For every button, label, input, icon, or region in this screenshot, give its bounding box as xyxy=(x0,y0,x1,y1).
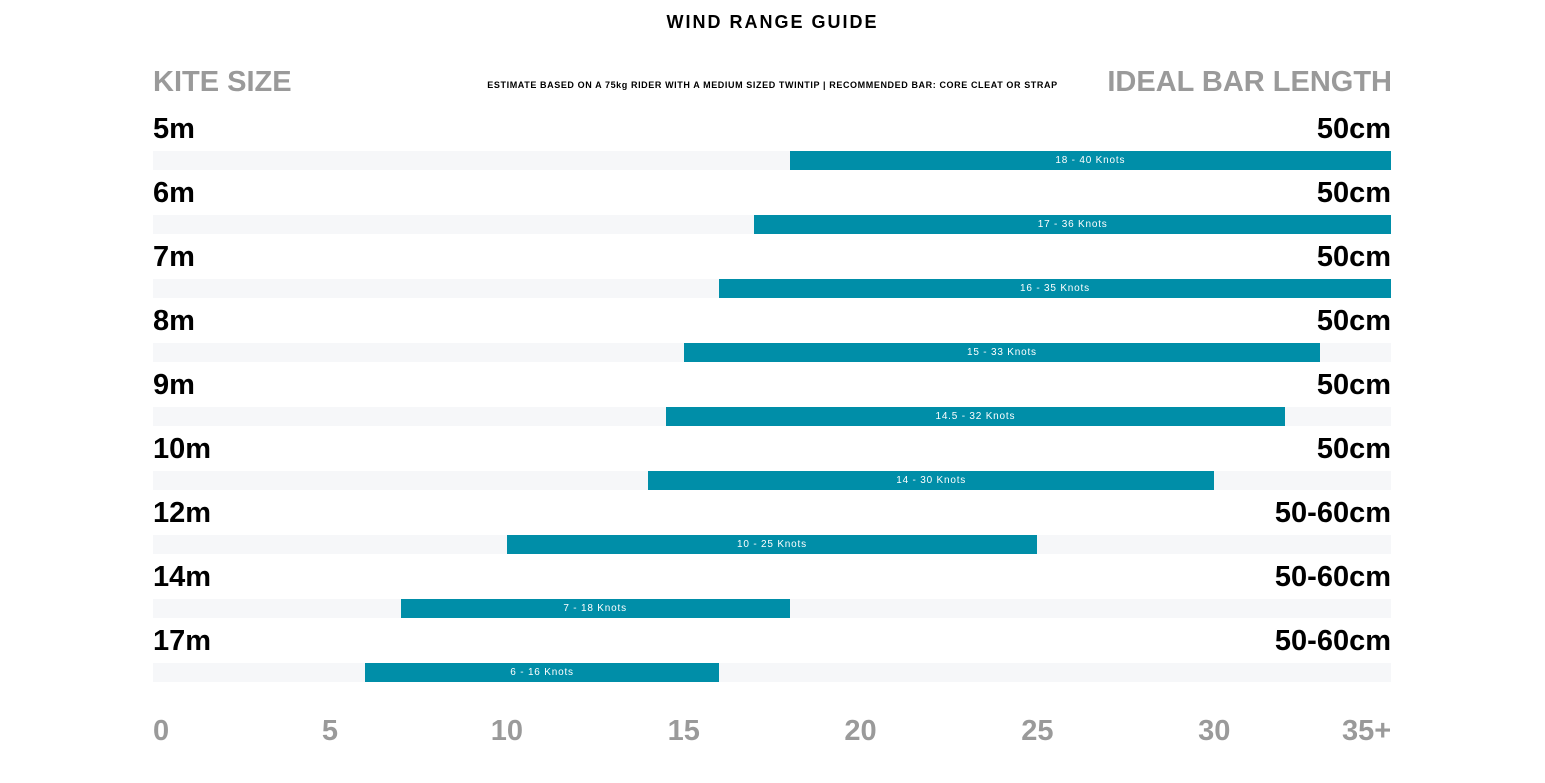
chart-title: WIND RANGE GUIDE xyxy=(666,12,879,32)
wind-range-bar: 14 - 30 Knots xyxy=(648,471,1215,490)
kite-size-header: KITE SIZE xyxy=(153,66,292,98)
x-axis: 0 5 10 15 20 25 30 35+ xyxy=(153,715,1391,755)
bar-length-label: 50-60cm xyxy=(1274,497,1391,529)
kite-size-label: 14m xyxy=(153,561,212,593)
range-track: 15 - 33 Knots xyxy=(153,343,1391,362)
bar-length-label: 50cm xyxy=(1316,177,1391,209)
wind-range-bar: 6 - 16 Knots xyxy=(365,663,719,682)
wind-range-label: 16 - 35 Knots xyxy=(1020,283,1090,294)
estimate-note: ESTIMATE BASED ON A 75kg RIDER WITH A ME… xyxy=(487,80,1058,90)
kite-size-label: 6m xyxy=(153,177,195,209)
wind-range-label: 14.5 - 32 Knots xyxy=(935,411,1016,422)
kite-size-label: 10m xyxy=(153,433,212,465)
bar-length-label: 50-60cm xyxy=(1274,625,1391,657)
range-track: 7 - 18 Knots xyxy=(153,599,1391,618)
wind-range-bar: 15 - 33 Knots xyxy=(683,343,1321,362)
wind-range-bar: 17 - 36 Knots xyxy=(754,215,1391,234)
bar-length-label: 50cm xyxy=(1316,305,1391,337)
bar-length-label: 50-60cm xyxy=(1274,561,1391,593)
range-track: 14 - 30 Knots xyxy=(153,471,1391,490)
wind-range-label: 6 - 16 Knots xyxy=(510,667,574,678)
kite-size-label: 9m xyxy=(153,369,195,401)
wind-range-label: 14 - 30 Knots xyxy=(896,475,967,486)
kite-size-label: 12m xyxy=(153,497,212,529)
wind-range-bar: 16 - 35 Knots xyxy=(718,279,1391,298)
x-tick-label: 35+ xyxy=(1342,715,1392,747)
x-tick-label: 25 xyxy=(1021,715,1054,747)
bar-length-label: 50cm xyxy=(1316,241,1391,273)
wind-range-label: 17 - 36 Knots xyxy=(1037,219,1108,230)
range-track: 6 - 16 Knots xyxy=(153,663,1391,682)
wind-range-bar: 18 - 40 Knots xyxy=(789,151,1391,170)
range-track: 18 - 40 Knots xyxy=(153,151,1391,170)
range-track: 14.5 - 32 Knots xyxy=(153,407,1391,426)
x-tick-label: 10 xyxy=(490,715,523,747)
x-tick-label: 0 xyxy=(153,715,170,747)
range-track: 17 - 36 Knots xyxy=(153,215,1391,234)
chart-rows: 5m 50cm 18 - 40 Knots 6m 50cm 17 - 36 Knots 7m… xyxy=(153,0,1391,783)
x-tick-label: 5 xyxy=(321,715,338,747)
wind-range-bar: 10 - 25 Knots xyxy=(506,535,1038,554)
kite-size-label: 17m xyxy=(153,625,212,657)
wind-range-label: 15 - 33 Knots xyxy=(966,347,1037,358)
x-tick-label: 15 xyxy=(667,715,700,747)
wind-range-label: 7 - 18 Knots xyxy=(563,603,627,614)
kite-size-label: 5m xyxy=(153,113,195,145)
range-track: 10 - 25 Knots xyxy=(153,535,1391,554)
range-track: 16 - 35 Knots xyxy=(153,279,1391,298)
kite-size-label: 8m xyxy=(153,305,195,337)
bar-length-label: 50cm xyxy=(1316,433,1391,465)
kite-size-label: 7m xyxy=(153,241,195,273)
wind-range-bar: 14.5 - 32 Knots xyxy=(665,407,1285,426)
x-tick-label: 20 xyxy=(844,715,877,747)
bar-length-label: 50cm xyxy=(1316,369,1391,401)
wind-range-label: 10 - 25 Knots xyxy=(737,539,807,550)
bar-length-label: 50cm xyxy=(1316,113,1391,145)
wind-range-label: 18 - 40 Knots xyxy=(1055,155,1126,166)
bar-length-header: IDEAL BAR LENGTH xyxy=(1107,66,1392,98)
wind-range-bar: 7 - 18 Knots xyxy=(400,599,790,618)
x-tick-label: 30 xyxy=(1198,715,1231,747)
